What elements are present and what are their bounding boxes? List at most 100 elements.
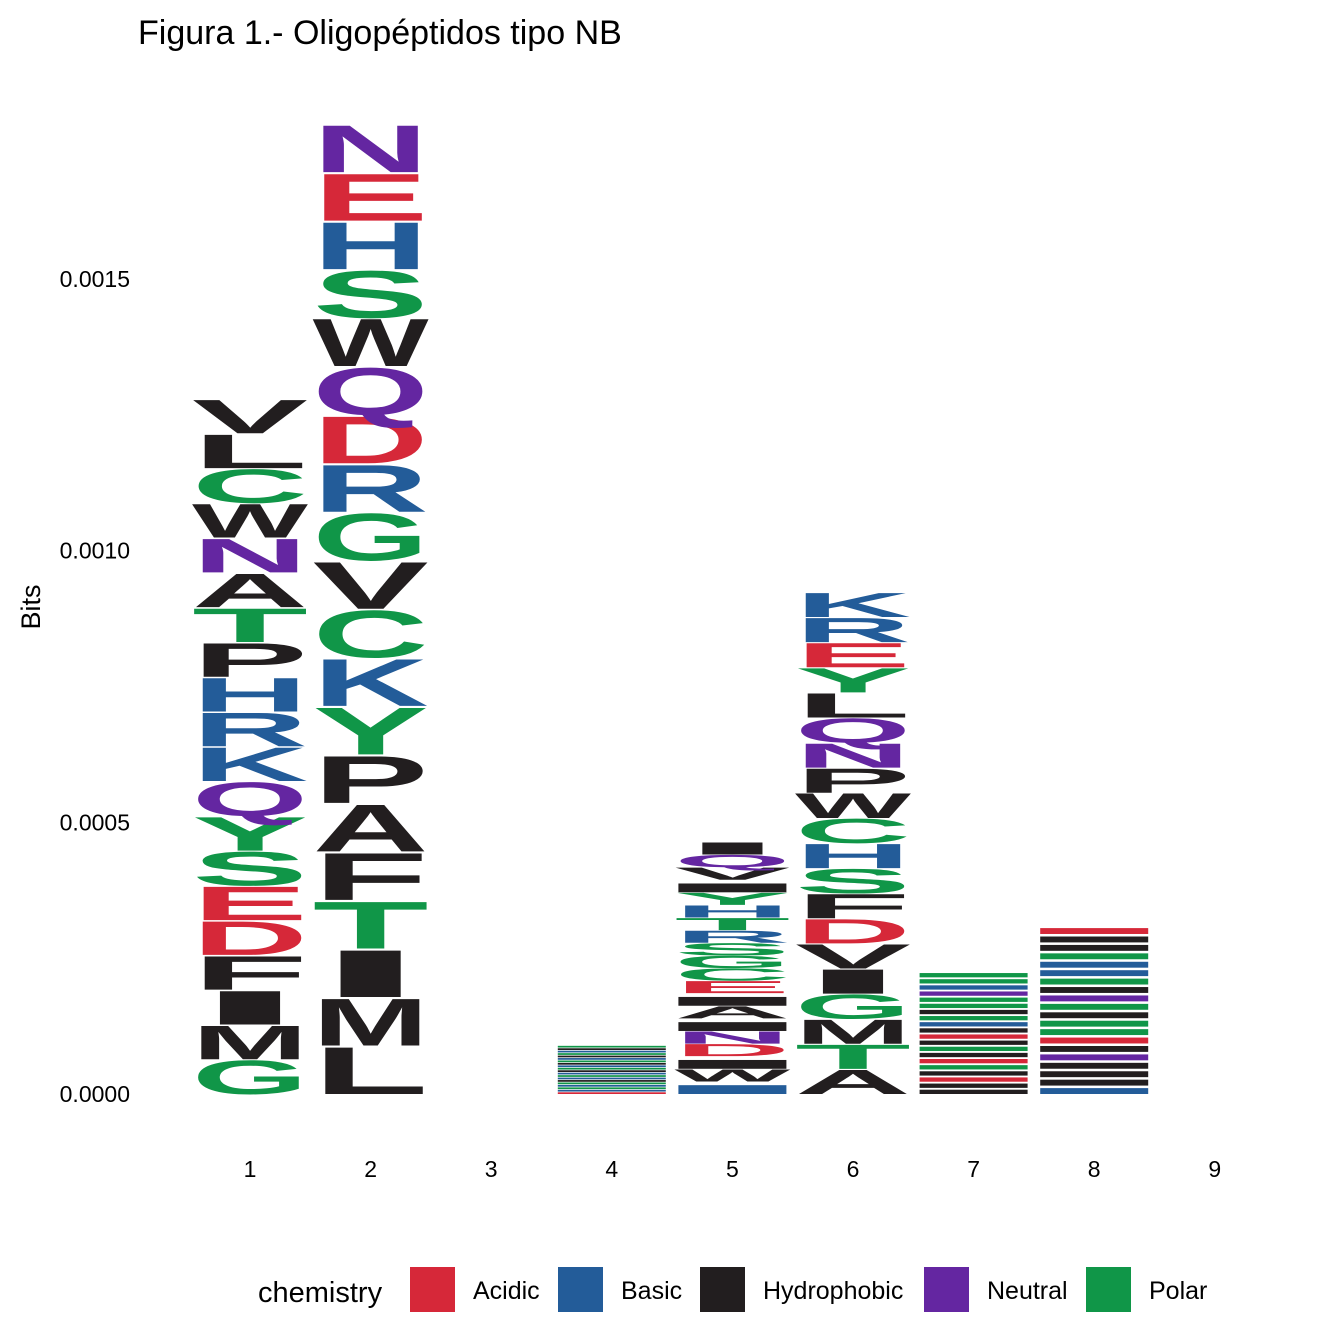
- logo-letter-sliver: [1040, 928, 1149, 934]
- legend-label-polar: Polar: [1149, 1277, 1207, 1305]
- logo-letter: D: [795, 912, 911, 951]
- logo-letter-sliver: [919, 1052, 1028, 1058]
- logo-letter: Q: [674, 851, 790, 871]
- logo-letter: W: [674, 1066, 790, 1086]
- logo-letter: Q: [795, 711, 911, 750]
- logo-letter: Q: [192, 772, 308, 826]
- x-tick-label: 5: [726, 1156, 739, 1182]
- legend-label-acidic: Acidic: [473, 1277, 540, 1305]
- logo-letter-sliver: [1040, 1062, 1149, 1069]
- logo-letter-sliver: [678, 1059, 787, 1069]
- logo-letter-sliver: [678, 996, 787, 1006]
- logo-letter: Y: [674, 889, 790, 909]
- logo-letter: G: [795, 987, 911, 1026]
- logo-letter: K: [795, 586, 911, 625]
- y-axis-title: Bits: [16, 584, 46, 629]
- logo-letter: V: [192, 389, 308, 443]
- logo-letter-sliver: [557, 1050, 666, 1053]
- logo-letter-sliver: [1040, 1029, 1149, 1036]
- logo-letter: S: [674, 940, 790, 960]
- logo-letter-sliver: [1040, 1088, 1149, 1094]
- logo-letter: D: [192, 911, 308, 965]
- logo-letter: Y: [795, 661, 911, 700]
- logo-letter-sliver: [1040, 1003, 1149, 1010]
- logo-letter-sliver: [557, 1084, 666, 1087]
- x-tick-label: 4: [605, 1156, 618, 1182]
- logo-letter: H: [192, 668, 308, 722]
- logo-letter: N: [313, 111, 429, 186]
- logo-letter: M: [313, 985, 429, 1060]
- logo-letter-sliver: [557, 1048, 666, 1050]
- logo-letter: H: [313, 208, 429, 283]
- logo-letter: W: [795, 787, 911, 826]
- logo-letter-sliver: [557, 1082, 666, 1085]
- legend-title: chemistry: [258, 1277, 383, 1309]
- logo-letter: H: [674, 902, 790, 922]
- legend-key-basic: [558, 1267, 603, 1312]
- logo-letter-sliver: [557, 1072, 666, 1075]
- logo-letter: N: [674, 1028, 790, 1048]
- logo-letter-sliver: [1040, 1020, 1149, 1027]
- logo-letter: E: [795, 636, 911, 675]
- logo-letter: G: [674, 952, 790, 972]
- logo-letter: A: [795, 1063, 911, 1102]
- logo-letter-sliver: [1040, 953, 1149, 960]
- logo-letter: Y: [192, 807, 308, 861]
- legend-label-hydrophobic: Hydrophobic: [763, 1277, 903, 1305]
- logo-letter: P: [192, 633, 308, 687]
- logo-letter: Q: [313, 354, 429, 429]
- logo-letter: G: [313, 499, 429, 574]
- logo-letter-sliver: [678, 1085, 787, 1094]
- logo-letter: S: [795, 862, 911, 901]
- logo-letter: R: [192, 702, 308, 756]
- logo-letter: F: [313, 839, 429, 914]
- logo-letter: H: [795, 837, 911, 876]
- logo-letter: I: [674, 839, 790, 859]
- x-axis-ticks: 1 2 3 4 5 6 7 8 9: [244, 1156, 1222, 1182]
- y-tick-label: 0.0010: [60, 538, 130, 564]
- logo-letter-sliver: [557, 1092, 666, 1094]
- logo-letter-sliver: [919, 1034, 1028, 1039]
- x-tick-label: 3: [485, 1156, 498, 1182]
- logo-letter-sliver: [919, 1022, 1028, 1027]
- logo-letter: T: [795, 1038, 911, 1077]
- x-tick-label: 1: [244, 1156, 257, 1182]
- legend-key-polar: [1086, 1267, 1131, 1312]
- logo-letter-sliver: [557, 1055, 666, 1058]
- logo-letter-sliver: [919, 1083, 1028, 1088]
- logo-letter: A: [313, 790, 429, 865]
- logo-letter: V: [795, 937, 911, 976]
- logo-letter: L: [192, 424, 308, 478]
- x-tick-label: 8: [1088, 1156, 1101, 1182]
- logo-letter-sliver: [1040, 936, 1149, 943]
- logo-letter: F: [795, 887, 911, 926]
- logo-letter: E: [313, 160, 429, 235]
- logo-letter-sliver: [1040, 1012, 1149, 1019]
- logo-letter: C: [192, 459, 308, 513]
- logo-letter: D: [674, 1040, 790, 1060]
- logo-letter-sliver: [557, 1087, 666, 1090]
- logo-stacks: GMIFDESYQKRHPTANWCLVLMITFAPYKCVGRDQWSHEN…: [192, 111, 1149, 1108]
- logo-letter-sliver: [919, 1016, 1028, 1021]
- logo-letter: T: [192, 598, 308, 652]
- logo-letter: D: [313, 402, 429, 477]
- logo-letter: W: [313, 305, 429, 380]
- logo-letter-sliver: [919, 1089, 1028, 1094]
- legend-key-acidic: [410, 1267, 455, 1312]
- logo-letter-sliver: [1040, 1037, 1149, 1044]
- legend-key-neutral: [924, 1267, 969, 1312]
- legend: chemistry Acidic Basic Hydrophobic Neutral P…: [258, 1267, 1207, 1312]
- logo-letter-sliver: [557, 1045, 666, 1048]
- logo-letter: R: [795, 611, 911, 650]
- y-tick-label: 0.0000: [60, 1081, 130, 1107]
- logo-letter-sliver: [557, 1060, 666, 1063]
- logo-letter-sliver: [557, 1053, 666, 1055]
- y-tick-label: 0.0015: [60, 266, 130, 292]
- logo-letter: A: [674, 1003, 790, 1023]
- logo-letter-sliver: [557, 1070, 666, 1072]
- logo-letter-sliver: [919, 1009, 1028, 1015]
- logo-letter-sliver: [919, 1077, 1028, 1082]
- logo-letter-sliver: [919, 1028, 1028, 1033]
- logo-letter: V: [674, 864, 790, 884]
- logo-letter: I: [313, 936, 429, 1011]
